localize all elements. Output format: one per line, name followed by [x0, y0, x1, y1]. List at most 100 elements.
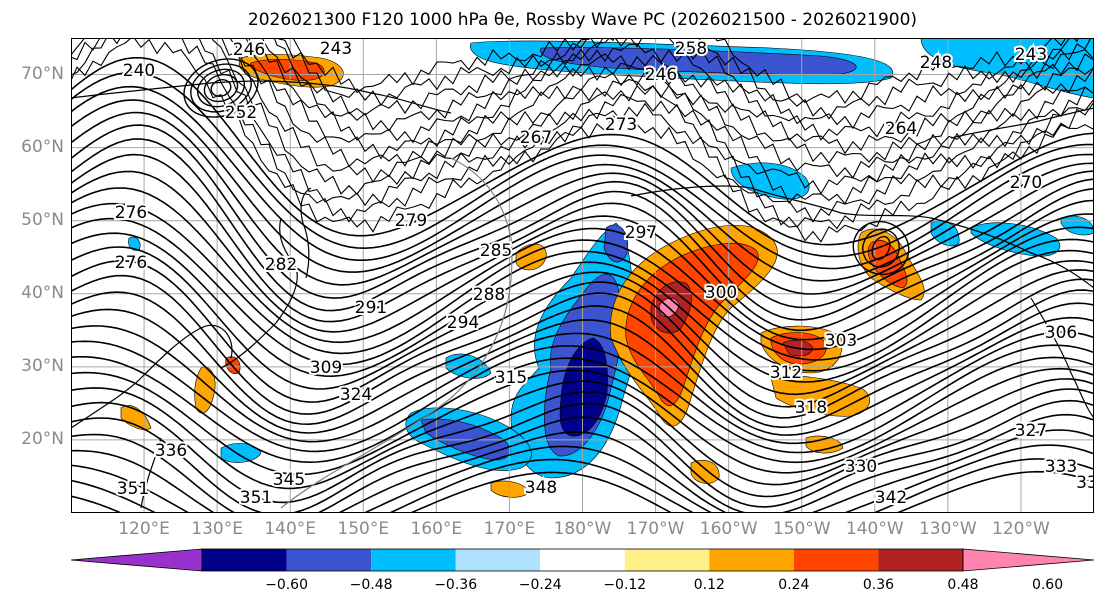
contour-label: 306: [1045, 323, 1077, 343]
contour-label: 243: [1015, 45, 1047, 65]
anomaly-region: [445, 353, 492, 379]
contour-labels: 246 243 240 252 258 246 248 243 273 267 264 270 276 2…: [113, 38, 1094, 510]
contour-label: 342: [875, 488, 907, 508]
contour-label: 276: [115, 203, 147, 223]
theta-e-contour: [212, 38, 1094, 195]
contour-label: 294: [447, 313, 479, 333]
contour-label: 240: [123, 61, 155, 81]
theta-e-contour: [245, 38, 1094, 164]
coastline: [630, 185, 1094, 289]
closed-contour: [852, 220, 910, 276]
lon-label: 170°E: [483, 519, 536, 539]
closed-contour: [203, 73, 239, 103]
colorbar-tick-label: −0.48: [349, 577, 393, 593]
lon-label: 150°E: [337, 519, 390, 539]
lon-label: 130°E: [191, 519, 243, 539]
contour-label: 312: [770, 363, 802, 383]
contour-label: 333: [1045, 457, 1077, 477]
coastline: [1030, 297, 1094, 419]
anomaly-region: [490, 480, 530, 498]
theta-e-contour: [71, 291, 1094, 429]
colorbar-tick-label: 0.48: [947, 577, 979, 593]
theta-e-contour: [71, 138, 1094, 321]
coastline: [140, 437, 162, 509]
theta-e-contour: [71, 170, 1094, 341]
closed-contour: [871, 235, 891, 261]
colorbar-tick-label: −0.24: [518, 577, 562, 593]
closed-contour: [196, 68, 246, 108]
map-title: 2026021300 F120 1000 hPa θe, Rossby Wave…: [247, 10, 918, 30]
closed-contour: [183, 58, 259, 118]
colorbar-cell: [878, 549, 963, 571]
contour-label: 270: [1010, 173, 1042, 193]
contour-label: 264: [885, 119, 917, 139]
coastline: [220, 217, 298, 369]
theta-e-contour: [71, 57, 1094, 246]
colorbar-cell: [455, 549, 541, 571]
contour-label: 345: [273, 470, 305, 490]
colorbar-tick-label: 0.12: [693, 577, 725, 593]
lat-label: 50°N: [21, 209, 64, 230]
theta-e-contour: [273, 38, 1092, 130]
lat-label: 70°N: [21, 63, 64, 84]
theta-e-contour: [71, 111, 1094, 295]
lat-label: 30°N: [21, 355, 64, 376]
contour-label: 300: [705, 283, 737, 303]
colorbar-cell: [371, 549, 456, 571]
lon-label: 150°W: [772, 519, 831, 539]
contour-label: 351: [117, 479, 149, 499]
contour-label: 282: [265, 255, 297, 275]
anomaly-region: [867, 239, 908, 289]
colorbar-tick-label: −0.12: [603, 577, 647, 593]
contour-label: 243: [320, 39, 352, 59]
contour-label: 288: [473, 285, 505, 305]
theta-e-contour: [71, 187, 1094, 351]
colorbar-cell: [793, 549, 879, 571]
coastline: [71, 80, 452, 114]
theta-e-contour: [71, 367, 1094, 476]
contour-label: 276: [115, 253, 147, 273]
closed-contour: [862, 228, 900, 268]
lon-label: 140°E: [264, 519, 317, 539]
theta-e-contour: [292, 38, 1080, 104]
colorbar-extend-high: [962, 548, 1094, 572]
rossby-wave-map: 246 243 240 252 258 246 248 243 273 267 264 270 276 2…: [71, 38, 1094, 513]
theta-e-contour: [248, 38, 1094, 155]
anomaly-region: [220, 443, 262, 463]
contour-label: 258: [675, 39, 707, 59]
contour-label: 246: [645, 65, 677, 85]
contour-label: 351: [240, 488, 272, 508]
reference-arc: [280, 157, 513, 509]
contour-label: 327: [1015, 421, 1047, 441]
colorbar-tick-label: −0.36: [434, 577, 478, 593]
contour-label: 324: [340, 385, 372, 405]
contour-label: 348: [525, 478, 557, 498]
contour-label: 33: [1076, 473, 1094, 493]
theta-e-contour: [71, 85, 1094, 270]
lon-label: 180°W: [553, 519, 612, 539]
colorbar-tick-label: 0.24: [778, 577, 810, 593]
theta-e-contour: [71, 340, 1094, 454]
contour-label: 285: [480, 241, 512, 261]
theta-e-contours: [71, 38, 1094, 513]
theta-e-contour: [261, 38, 1094, 141]
theta-e-contour: [71, 308, 1094, 436]
contour-label: 309: [310, 358, 342, 378]
theta-e-contour: [71, 38, 1094, 205]
colorbar-tick-label: 0.36: [862, 577, 895, 593]
theta-e-contour: [71, 217, 1094, 372]
lon-label: 160°W: [699, 519, 758, 539]
colorbar-frame: [201, 548, 964, 572]
theta-e-contour: [71, 444, 1094, 513]
theta-e-contour: [71, 399, 1094, 513]
anomaly-region: [540, 47, 857, 75]
lon-label: 120°E: [118, 519, 170, 539]
theta-e-contour: [71, 388, 1094, 504]
lat-label: 60°N: [21, 136, 64, 157]
coastline: [300, 187, 312, 279]
contour-label: 273: [605, 115, 637, 135]
contour-label: 279: [395, 211, 427, 231]
coastline: [950, 107, 1094, 139]
theta-e-contour: [276, 38, 1086, 120]
contour-label: 297: [625, 223, 657, 243]
